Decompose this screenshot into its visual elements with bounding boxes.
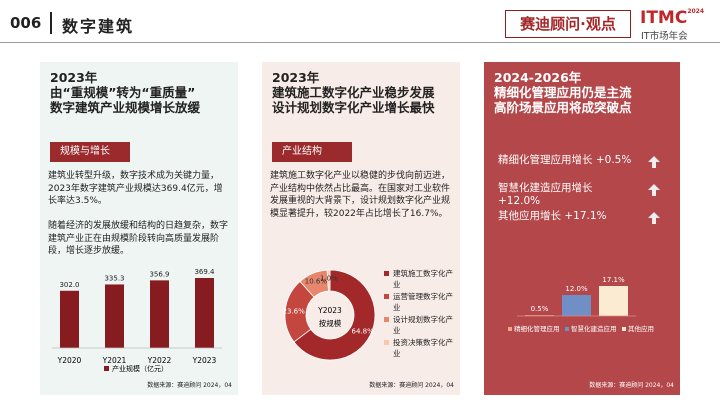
title-line: 精细化管理应用仍是主流 bbox=[494, 85, 632, 100]
title-line: 2024-2026年 bbox=[494, 70, 582, 85]
page-title: 数字建筑 bbox=[62, 17, 135, 36]
logo: ITMC2024 bbox=[640, 8, 704, 28]
title-line: 由“重规模”转为“重质量” bbox=[50, 85, 196, 100]
row-label: 其他应用增长 bbox=[498, 210, 561, 222]
legend-label: 其他应用 bbox=[628, 324, 654, 333]
row-value: +12.0% bbox=[498, 195, 541, 207]
row-value: +0.5% bbox=[595, 154, 632, 166]
legend-label: 产业规模（亿元） bbox=[112, 364, 168, 373]
value-label: 10.6% bbox=[305, 277, 328, 285]
legend-swatch bbox=[384, 271, 389, 276]
growth-row: 智慧化建造应用增长 +12.0% bbox=[498, 182, 618, 208]
logo-sub: IT市场年会 bbox=[641, 31, 688, 42]
title-line: 建筑施工数字化产业稳步发展 bbox=[272, 85, 435, 100]
brand: 赛迪顾问·观点 bbox=[505, 10, 631, 38]
bar bbox=[562, 294, 591, 316]
row-label: 智慧化建造应用增长 bbox=[498, 182, 593, 194]
legend-swatch bbox=[622, 327, 626, 331]
center-text: 按规模 bbox=[319, 318, 342, 328]
title-line: 数字建筑产业规模增长放缓 bbox=[50, 100, 201, 115]
divider bbox=[50, 12, 52, 34]
value-label: 1.0% bbox=[320, 275, 338, 283]
source: 数据来源：赛迪顾问 2024，04 bbox=[369, 382, 454, 389]
paragraph: 随着经济的发展放缓和结构的日趋复杂，数字建筑产业正在由规模阶段转向高质量发展阶段… bbox=[48, 221, 229, 256]
bar bbox=[599, 286, 628, 316]
bar bbox=[195, 278, 214, 348]
growth-row: 精细化管理应用增长 +0.5% bbox=[498, 154, 658, 167]
title-line: 2023年 bbox=[50, 70, 98, 85]
bar bbox=[60, 290, 79, 348]
legend-swatch bbox=[384, 317, 389, 322]
value-label: 64.8% bbox=[352, 327, 375, 335]
value-label: 23.6% bbox=[283, 307, 306, 315]
legend-label: 建筑施工数字化产业 bbox=[393, 269, 453, 289]
value-label: 302.0 bbox=[59, 281, 79, 289]
legend-label: 智慧化建造应用 bbox=[571, 324, 617, 333]
value-label: 17.1% bbox=[602, 276, 625, 284]
legend-swatch bbox=[384, 340, 389, 345]
logo-year: 2024 bbox=[687, 8, 705, 15]
donut-segment bbox=[293, 269, 376, 361]
x-tick-label: Y2023 bbox=[192, 356, 217, 365]
tag: 规模与增长 bbox=[50, 142, 130, 162]
legend-label: 投资决策数字化产业 bbox=[393, 338, 453, 358]
paragraph: 建筑施工数字化产业以稳健的步伐向前迈进，产业结构中依然占比最高。在国家对工业软件… bbox=[270, 171, 451, 219]
arrows bbox=[648, 156, 660, 224]
legend-label: 精细化管理应用 bbox=[514, 324, 560, 333]
x-tick-label: Y2020 bbox=[57, 356, 82, 365]
legend-label: 运营管理数字化产业 bbox=[393, 292, 453, 312]
title-line: 2023年 bbox=[272, 70, 320, 85]
tag: 产业结构 bbox=[272, 142, 352, 162]
legend-swatch bbox=[565, 327, 569, 331]
title-line: 高阶场景应用将成突破点 bbox=[494, 100, 632, 115]
bar bbox=[525, 315, 554, 316]
bar bbox=[150, 280, 169, 348]
legend-swatch bbox=[384, 294, 389, 299]
legend-label: 设计规划数字化产业 bbox=[393, 315, 453, 335]
header-rule bbox=[0, 42, 720, 43]
source: 数据来源：赛迪顾问 2024，04 bbox=[147, 382, 232, 389]
legend-swatch bbox=[104, 366, 109, 371]
legend-swatch bbox=[508, 327, 512, 331]
row-value: +17.1% bbox=[564, 210, 607, 222]
up-arrow bbox=[648, 212, 660, 224]
value-label: 369.4 bbox=[194, 268, 215, 276]
title-line: 设计规划数字化产业增长最快 bbox=[272, 100, 435, 115]
bar bbox=[105, 284, 124, 348]
growth-row: 其他应用增长 +17.1% bbox=[498, 210, 658, 223]
x-tick-label: Y2021 bbox=[102, 356, 127, 365]
panel-title: 2024-2026年 精细化管理应用仍是主流 高阶场景应用将成突破点 bbox=[494, 70, 632, 115]
row-label: 精细化管理应用增长 bbox=[498, 154, 593, 166]
source: 数据来源：赛迪顾问 2024，04 bbox=[589, 382, 674, 389]
up-arrow bbox=[648, 184, 660, 196]
panel: 2024-2026年 精细化管理应用仍是主流 高阶场景应用将成突破点 精细化管理应用… bbox=[484, 62, 680, 395]
value-label: 356.9 bbox=[149, 270, 169, 278]
up-arrow bbox=[648, 156, 660, 168]
value-label: 335.3 bbox=[104, 274, 124, 282]
donut-segment bbox=[326, 269, 331, 292]
x-tick-label: Y2022 bbox=[147, 356, 172, 365]
value-label: 0.5% bbox=[531, 305, 549, 313]
paragraph: 建筑业转型升级，数字技术成为关键力量，2023年数字建筑产业规模达369.4亿元… bbox=[48, 171, 223, 206]
logo-text: ITMC bbox=[640, 8, 688, 28]
page-number: 006 bbox=[10, 14, 42, 32]
panel-title: 2023年 由“重规模”转为“重质量” 数字建筑产业规模增长放缓 bbox=[50, 70, 200, 115]
center-text: Y2023 bbox=[317, 306, 342, 315]
value-label: 12.0% bbox=[565, 285, 588, 293]
panel-title: 2023年 建筑施工数字化产业稳步发展 设计规划数字化产业增长最快 bbox=[272, 70, 435, 115]
